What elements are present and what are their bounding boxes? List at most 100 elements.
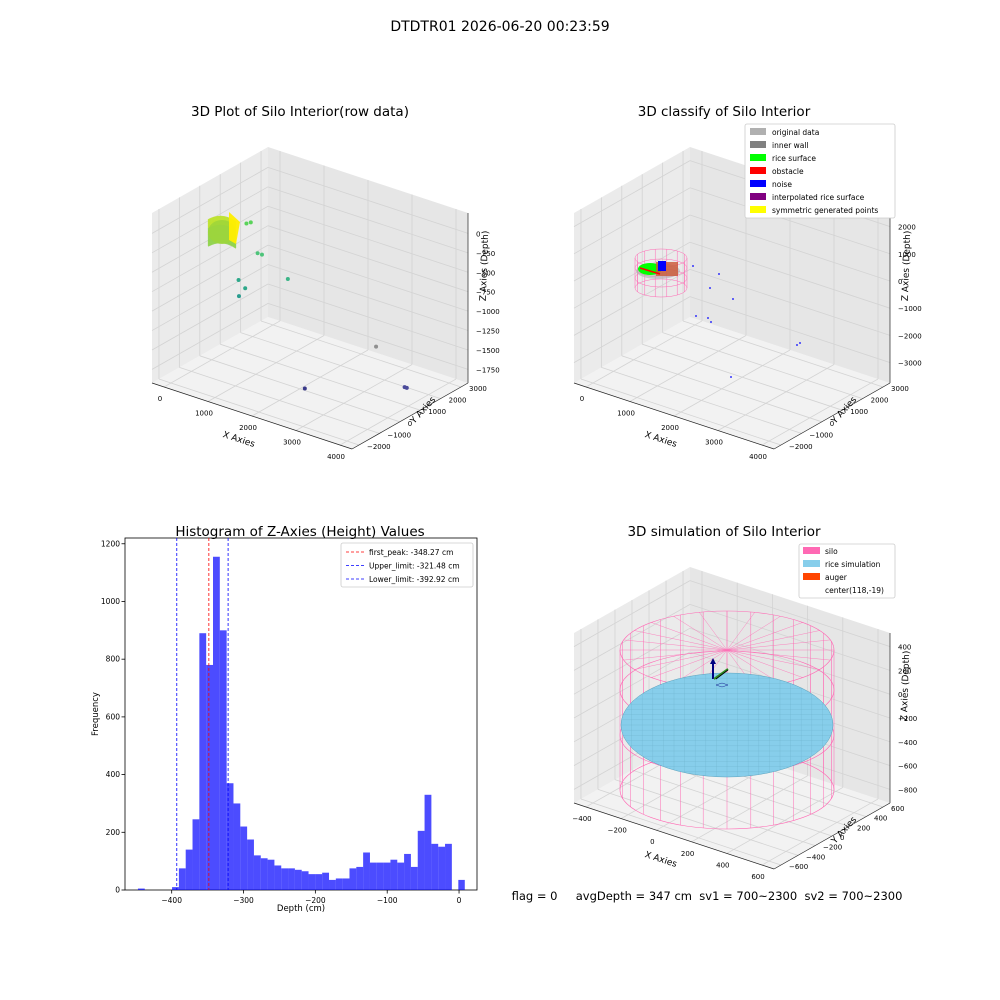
z-grid-left	[573, 160, 691, 227]
z-tick-label: −1250	[476, 328, 500, 336]
noise-cluster	[658, 261, 666, 271]
histogram-bar	[390, 859, 398, 890]
x-tick-label: −400	[161, 896, 182, 905]
y-tick-label: 200	[857, 824, 870, 832]
z-tick-label: −600	[898, 763, 917, 771]
y-tick-label: −1000	[387, 431, 411, 439]
histogram-bar	[240, 826, 248, 890]
y-tick-label: 2000	[871, 397, 889, 405]
x-grid-floor	[295, 364, 413, 431]
y-tick-label: −600	[789, 863, 808, 871]
noise-point	[718, 273, 720, 275]
histogram-bar	[219, 630, 227, 890]
legend-label: center(118,-19)	[825, 586, 884, 595]
raw-plot-points	[236, 220, 409, 391]
histogram-bar	[458, 879, 465, 890]
z-tick-label: −2000	[898, 332, 922, 340]
histogram-bar	[322, 872, 330, 890]
z-tick-label: −1000	[898, 305, 922, 313]
legend-label: silo	[825, 547, 838, 556]
simulation-legend: silo rice simulation auger center(118,-19)	[798, 543, 896, 599]
z-grid-left	[151, 264, 269, 331]
x-axis-line	[573, 802, 775, 870]
y-tick-label: 600	[891, 805, 904, 813]
z-tick-label: −750	[476, 289, 495, 297]
depth-histogram: Histogram of Z-Axies (Height) Values −40…	[91, 524, 478, 914]
z-tick-label: −400	[898, 739, 917, 747]
y-tick-label: 3000	[891, 385, 909, 393]
x-grid-floor	[717, 364, 835, 431]
histogram-bar	[281, 868, 289, 890]
histogram-bar	[301, 871, 309, 890]
histogram-bar	[233, 803, 241, 890]
z-grid-back	[689, 187, 891, 255]
legend-label: noise	[772, 180, 792, 189]
legend-swatch	[750, 180, 766, 187]
x-tick-label: 2000	[661, 424, 679, 432]
classify-plot-scene	[634, 248, 801, 378]
z-tick-label: −800	[898, 786, 917, 794]
data-point	[285, 276, 290, 281]
x-grid-floor	[673, 349, 791, 417]
x-grid-floor	[761, 378, 879, 446]
y-tick-label: 1000	[850, 408, 868, 416]
noise-point	[730, 376, 732, 378]
histogram-reference-lines	[176, 538, 229, 890]
legend-swatch	[750, 141, 766, 148]
y-grid-floor	[642, 343, 843, 411]
histogram-bar	[288, 868, 295, 890]
z-tick-label: 200	[898, 667, 911, 675]
legend-swatch	[803, 547, 820, 554]
noise-point	[799, 342, 801, 344]
x-tick-label: 0	[650, 838, 654, 846]
histogram-bar	[376, 862, 384, 890]
z-tick-label: −250	[476, 250, 495, 258]
y-axis-line	[773, 802, 891, 870]
auger-arrow-green	[713, 668, 729, 680]
z-grid-left	[573, 187, 691, 255]
noise-point	[710, 321, 712, 323]
legend-label: first_peak: -348.27 cm	[369, 548, 453, 557]
simulation-plot-x-label: X Axies	[643, 850, 678, 870]
x-grid-floor	[207, 335, 325, 402]
y-grid-floor	[580, 798, 782, 866]
y-tick-label: −2000	[789, 443, 813, 451]
y-grid-floor	[158, 378, 360, 446]
histogram-bar	[431, 843, 439, 890]
histogram-bar	[172, 887, 179, 890]
figure-suptitle: DTDTR01 2026-06-20 00:23:59	[390, 19, 609, 35]
y-grid-floor	[199, 355, 400, 423]
x-tick-label: 1000	[195, 409, 213, 417]
y-tick-label: 1000	[101, 597, 120, 606]
legend-label: auger	[825, 573, 848, 582]
raw-plot-x-label: X Axies	[221, 430, 256, 450]
histogram-bar	[213, 556, 220, 890]
histogram-bar	[445, 843, 452, 890]
histogram-bar	[356, 866, 364, 890]
y-tick-label: 3000	[469, 385, 487, 393]
raw-plot-title: 3D Plot of Silo Interior(row data)	[191, 104, 409, 120]
x-tick-label: 0	[580, 395, 584, 403]
histogram-bar	[369, 862, 377, 890]
y-axis-line	[773, 382, 891, 450]
histogram-bar	[192, 819, 200, 890]
y-tick-label: 0	[840, 834, 844, 842]
classify-legend: original data inner wall rice surface obsta…	[744, 123, 896, 219]
noise-point	[707, 317, 709, 319]
histogram-ticks: −400 −300 −200 −100 0 0 200 400 600 800 1000 1200	[101, 539, 462, 905]
y-grid-floor	[260, 320, 462, 388]
legend-frame	[744, 123, 896, 219]
y-grid-floor	[220, 343, 421, 411]
histogram-bar	[185, 849, 193, 890]
noise-point	[709, 287, 711, 289]
y-grid-floor	[682, 320, 884, 388]
legend-swatch	[750, 154, 766, 161]
histogram-bar	[274, 865, 282, 890]
histogram-legend: first_peak: -348.27 cm Upper_limit: -321.…	[340, 542, 474, 588]
y-tick-label: 1000	[428, 408, 446, 416]
y-tick-label: −400	[806, 853, 825, 861]
left-wall-pane	[152, 147, 268, 383]
x-grid-floor	[629, 335, 747, 402]
classify-plot-title: 3D classify of Silo Interior	[638, 104, 811, 120]
data-point	[255, 251, 260, 256]
